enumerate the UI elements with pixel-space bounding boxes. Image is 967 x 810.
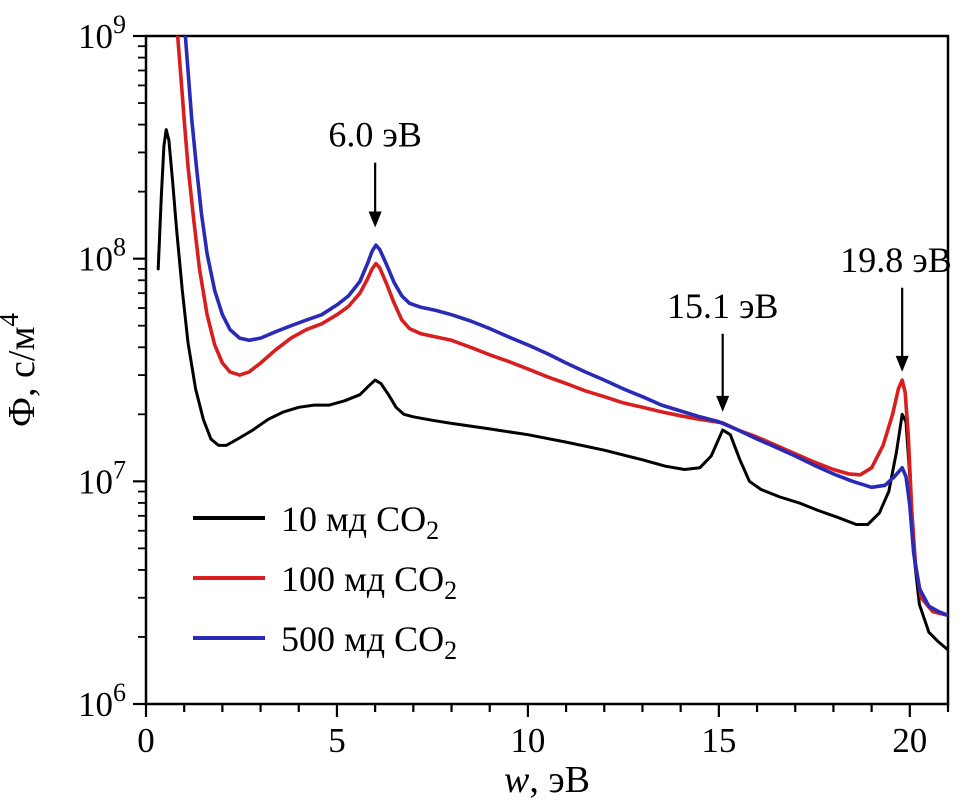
annotation-19.8: 19.8 эВ [840, 240, 952, 372]
annotation-arrowhead-icon [716, 395, 730, 412]
x-tick-label: 20 [892, 721, 927, 760]
x-tick-label: 10 [510, 721, 545, 760]
y-axis: 106 107 108 109 [78, 10, 146, 724]
annotation-label: 19.8 эВ [840, 240, 951, 280]
legend: 10 мд CO2 100 мд CO2 500 мд CO2 [193, 499, 457, 665]
annotation-15.1: 15.1 эВ [667, 286, 778, 412]
y-tick-label: 108 [78, 233, 126, 279]
legend-label: 500 мд CO2 [281, 619, 457, 665]
plot-frame [144, 34, 950, 706]
y-tick-label: 106 [78, 678, 126, 724]
series-500md [183, 36, 948, 618]
annotation-label: 15.1 эВ [667, 286, 778, 326]
y-tick-label: 109 [78, 10, 126, 56]
legend-label: 100 мд CO2 [281, 559, 457, 605]
legend-entry-500md: 500 мд CO2 [193, 619, 457, 665]
legend-label: 10 мд CO2 [281, 499, 439, 545]
x-tick-label: 0 [137, 721, 155, 760]
x-tick-label: 5 [328, 721, 346, 760]
y-axis-title: Ф, с/м4 [0, 313, 43, 428]
annotation-arrowhead-icon [895, 355, 909, 372]
series-100md [175, 36, 948, 618]
series-10md [156, 128, 948, 652]
annotation-label: 6.0 эВ [328, 115, 421, 155]
x-axis: 0 5 10 15 20 [137, 704, 950, 760]
annotation-arrowhead-icon [368, 211, 382, 228]
legend-entry-10md: 10 мд CO2 [193, 499, 439, 545]
annotation-6: 6.0 эВ [328, 115, 422, 228]
x-axis-title: w, эВ [504, 759, 590, 801]
y-tick-label: 107 [78, 455, 126, 501]
x-tick-label: 15 [701, 721, 736, 760]
legend-entry-100md: 100 мд CO2 [193, 559, 457, 605]
